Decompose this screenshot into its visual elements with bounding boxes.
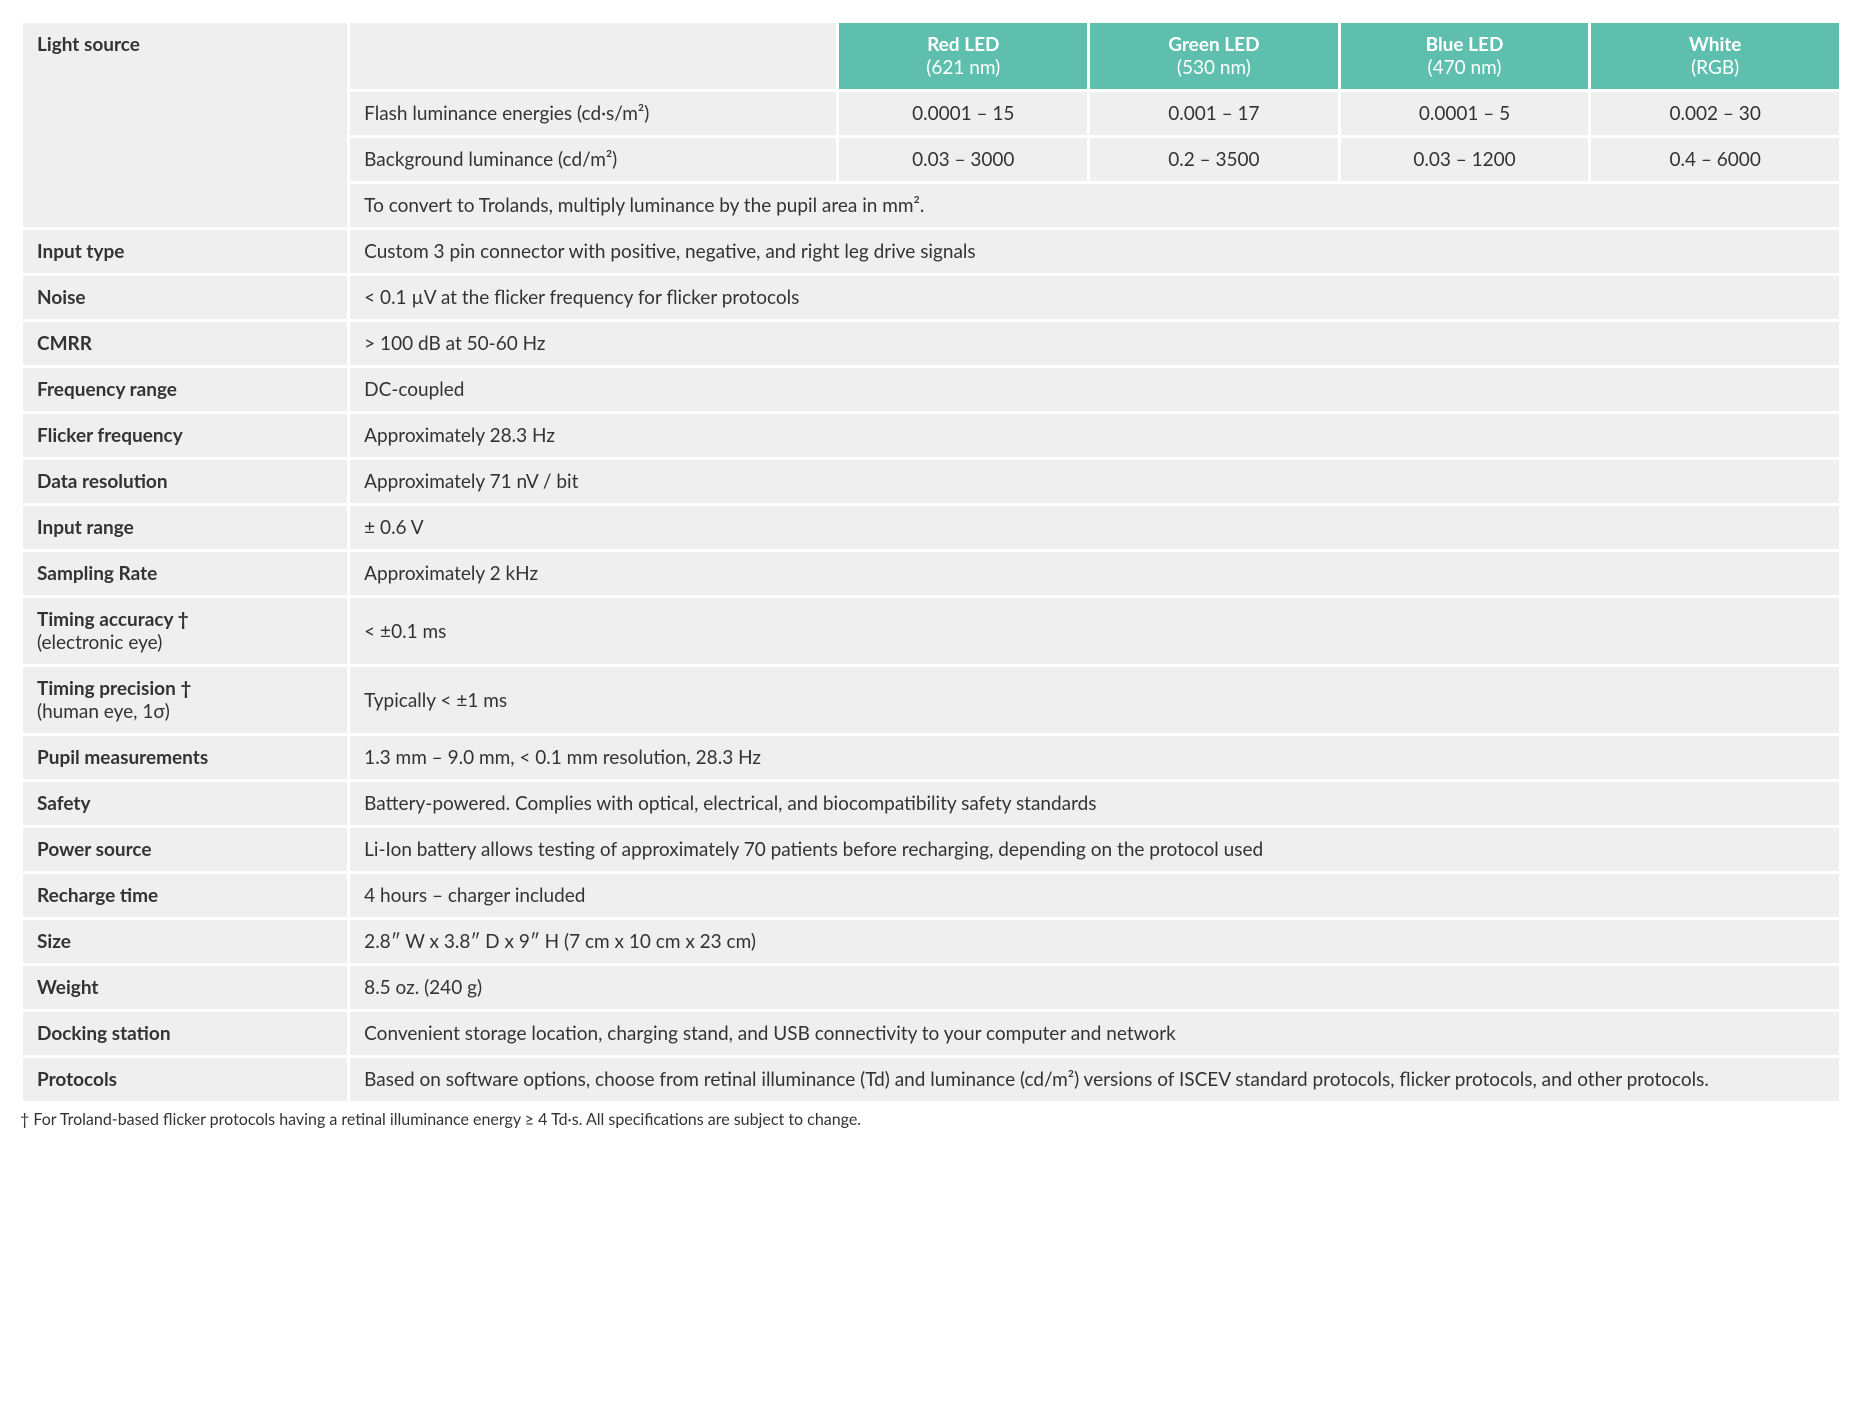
flash-red: 0.0001 – 15: [839, 92, 1087, 135]
timing-prec-label-main: Timing precision †: [37, 677, 191, 700]
row-timing-precision: Timing precision † (human eye, 1σ) Typic…: [23, 667, 1839, 733]
noise-value: < 0.1 µV at the flicker frequency for fl…: [350, 276, 1839, 319]
header-white-line2: (RGB): [1605, 56, 1825, 79]
header-red-line1: Red LED: [927, 33, 999, 56]
protocols-value: Based on software options, choose from r…: [350, 1058, 1839, 1101]
size-label: Size: [23, 920, 347, 963]
timing-acc-value: < ±0.1 ms: [350, 598, 1839, 664]
timing-acc-label-sub: (electronic eye): [37, 631, 333, 654]
flash-blue: 0.0001 – 5: [1341, 92, 1589, 135]
row-frequency-range: Frequency range DC-coupled: [23, 368, 1839, 411]
data-res-label: Data resolution: [23, 460, 347, 503]
header-blue-line2: (470 nm): [1355, 56, 1575, 79]
flash-label: Flash luminance energies (cd·s/m²): [350, 92, 836, 135]
header-green-line1: Green LED: [1168, 33, 1259, 56]
sampling-value: Approximately 2 kHz: [350, 552, 1839, 595]
table-header-row: Light source Red LED (621 nm) Green LED …: [23, 23, 1839, 89]
header-red-line2: (621 nm): [853, 56, 1073, 79]
specifications-table: Light source Red LED (621 nm) Green LED …: [20, 20, 1842, 1104]
light-source-label: Light source: [23, 23, 347, 227]
weight-value: 8.5 oz. (240 g): [350, 966, 1839, 1009]
row-weight: Weight 8.5 oz. (240 g): [23, 966, 1839, 1009]
input-range-value: ± 0.6 V: [350, 506, 1839, 549]
power-label: Power source: [23, 828, 347, 871]
input-type-value: Custom 3 pin connector with positive, ne…: [350, 230, 1839, 273]
row-timing-accuracy: Timing accuracy † (electronic eye) < ±0.…: [23, 598, 1839, 664]
input-range-label: Input range: [23, 506, 347, 549]
background-white: 0.4 – 6000: [1591, 138, 1839, 181]
row-data-resolution: Data resolution Approximately 71 nV / bi…: [23, 460, 1839, 503]
timing-prec-label-sub: (human eye, 1σ): [37, 700, 333, 723]
background-label: Background luminance (cd/m²): [350, 138, 836, 181]
flash-green: 0.001 – 17: [1090, 92, 1338, 135]
row-input-range: Input range ± 0.6 V: [23, 506, 1839, 549]
footnote: † For Troland-based flicker protocols ha…: [20, 1110, 1842, 1129]
row-sampling-rate: Sampling Rate Approximately 2 kHz: [23, 552, 1839, 595]
row-safety: Safety Battery-powered. Complies with op…: [23, 782, 1839, 825]
header-white: White (RGB): [1591, 23, 1839, 89]
header-blue: Blue LED (470 nm): [1341, 23, 1589, 89]
size-value: 2.8″ W x 3.8″ D x 9″ H (7 cm x 10 cm x 2…: [350, 920, 1839, 963]
freq-range-label: Frequency range: [23, 368, 347, 411]
header-red: Red LED (621 nm): [839, 23, 1087, 89]
pupil-value: 1.3 mm – 9.0 mm, < 0.1 mm resolution, 28…: [350, 736, 1839, 779]
pupil-label: Pupil measurements: [23, 736, 347, 779]
row-input-type: Input type Custom 3 pin connector with p…: [23, 230, 1839, 273]
header-blue-line1: Blue LED: [1426, 33, 1504, 56]
background-green: 0.2 – 3500: [1090, 138, 1338, 181]
recharge-label: Recharge time: [23, 874, 347, 917]
timing-acc-label: Timing accuracy † (electronic eye): [23, 598, 347, 664]
cmrr-value: > 100 dB at 50-60 Hz: [350, 322, 1839, 365]
row-power-source: Power source Li-Ion battery allows testi…: [23, 828, 1839, 871]
row-cmrr: CMRR > 100 dB at 50-60 Hz: [23, 322, 1839, 365]
cmrr-label: CMRR: [23, 322, 347, 365]
safety-label: Safety: [23, 782, 347, 825]
timing-prec-label: Timing precision † (human eye, 1σ): [23, 667, 347, 733]
timing-acc-label-main: Timing accuracy †: [37, 608, 189, 631]
background-red: 0.03 – 3000: [839, 138, 1087, 181]
timing-prec-value: Typically < ±1 ms: [350, 667, 1839, 733]
header-green: Green LED (530 nm): [1090, 23, 1338, 89]
row-flicker-frequency: Flicker frequency Approximately 28.3 Hz: [23, 414, 1839, 457]
data-res-value: Approximately 71 nV / bit: [350, 460, 1839, 503]
docking-label: Docking station: [23, 1012, 347, 1055]
power-value: Li-Ion battery allows testing of approxi…: [350, 828, 1839, 871]
header-white-line1: White: [1689, 33, 1742, 56]
flicker-freq-label: Flicker frequency: [23, 414, 347, 457]
row-recharge-time: Recharge time 4 hours – charger included: [23, 874, 1839, 917]
protocols-label: Protocols: [23, 1058, 347, 1101]
row-protocols: Protocols Based on software options, cho…: [23, 1058, 1839, 1101]
row-noise: Noise < 0.1 µV at the flicker frequency …: [23, 276, 1839, 319]
flicker-freq-value: Approximately 28.3 Hz: [350, 414, 1839, 457]
safety-value: Battery-powered. Complies with optical, …: [350, 782, 1839, 825]
row-pupil-measurements: Pupil measurements 1.3 mm – 9.0 mm, < 0.…: [23, 736, 1839, 779]
trolands-note: To convert to Trolands, multiply luminan…: [350, 184, 1839, 227]
recharge-value: 4 hours – charger included: [350, 874, 1839, 917]
docking-value: Convenient storage location, charging st…: [350, 1012, 1839, 1055]
weight-label: Weight: [23, 966, 347, 1009]
noise-label: Noise: [23, 276, 347, 319]
background-blue: 0.03 – 1200: [1341, 138, 1589, 181]
row-docking-station: Docking station Convenient storage locat…: [23, 1012, 1839, 1055]
header-green-line2: (530 nm): [1104, 56, 1324, 79]
input-type-label: Input type: [23, 230, 347, 273]
header-blank: [350, 23, 836, 89]
sampling-label: Sampling Rate: [23, 552, 347, 595]
flash-white: 0.002 – 30: [1591, 92, 1839, 135]
row-size: Size 2.8″ W x 3.8″ D x 9″ H (7 cm x 10 c…: [23, 920, 1839, 963]
freq-range-value: DC-coupled: [350, 368, 1839, 411]
